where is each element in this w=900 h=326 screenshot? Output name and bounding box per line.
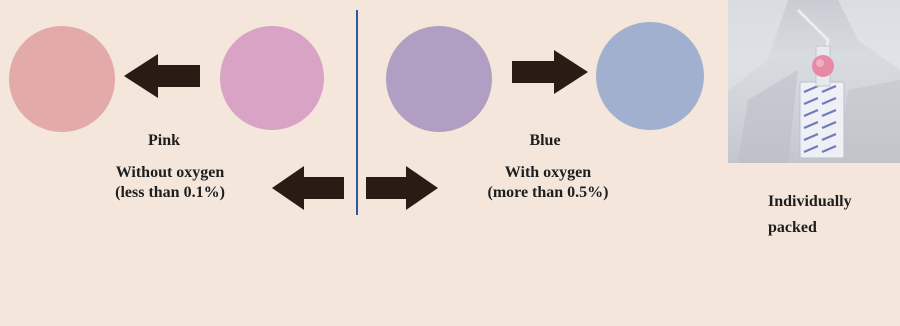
pink-source-circle <box>220 26 324 130</box>
pink-result-circle <box>9 26 115 132</box>
package-photo <box>728 0 900 163</box>
with-oxygen-line1: With oxygen <box>504 164 592 181</box>
without-oxygen-line1: Without oxygen <box>115 164 225 181</box>
with-oxygen-label: With oxygen (more than 0.5%) <box>448 163 648 203</box>
package-illustration <box>728 0 900 163</box>
without-oxygen-line2: (less than 0.1%) <box>115 184 225 201</box>
blue-result-circle <box>596 22 704 130</box>
arrow-left-icon <box>124 54 200 98</box>
photo-caption-line2: packed <box>768 219 817 236</box>
blue-source-circle <box>386 26 492 132</box>
arrow-right-icon <box>366 166 438 210</box>
photo-caption-line1: Individually <box>768 193 852 210</box>
photo-caption: Individually packed <box>768 192 852 238</box>
without-oxygen-label: Without oxygen (less than 0.1%) <box>70 163 270 203</box>
arrow-right-icon <box>512 50 588 94</box>
divider-line <box>356 10 358 215</box>
blue-label: Blue <box>529 132 561 149</box>
with-oxygen-line2: (more than 0.5%) <box>487 184 609 201</box>
arrow-left-icon <box>272 166 344 210</box>
pink-label: Pink <box>147 132 180 149</box>
